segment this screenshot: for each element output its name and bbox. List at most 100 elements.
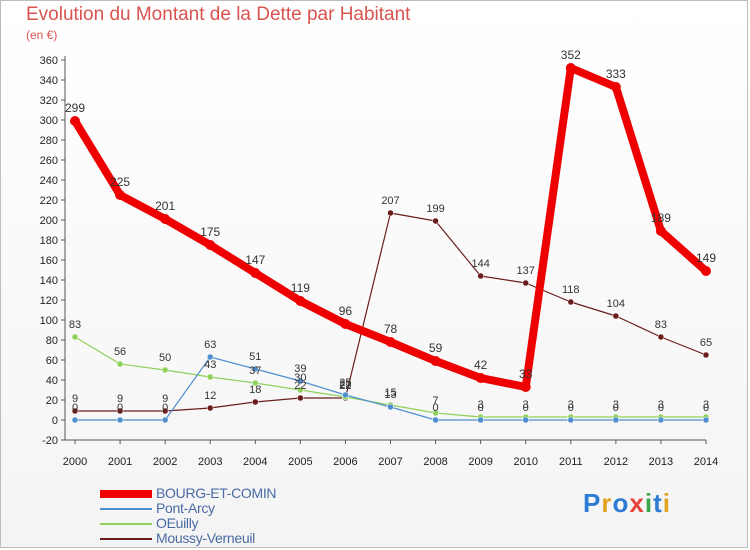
data-label-2: 3 — [703, 399, 709, 411]
x-tick-label: 2014 — [694, 456, 718, 468]
data-point-2 — [432, 409, 439, 417]
data-label-2: 3 — [478, 399, 484, 411]
logo-letter: P — [583, 488, 602, 518]
data-label-2: 3 — [613, 399, 619, 411]
data-point-1 — [297, 377, 304, 385]
data-label-2: 83 — [69, 319, 81, 331]
data-label-2: 7 — [433, 395, 439, 407]
y-tick-label: 240 — [40, 175, 58, 187]
y-tick-label: 280 — [40, 135, 58, 147]
legend-item-pont-arcy[interactable]: Pont-Arcy — [100, 500, 360, 516]
data-label-3: 9 — [72, 393, 78, 405]
data-point-1 — [161, 416, 169, 424]
data-label-1: 0 — [117, 402, 123, 414]
data-label-0: 225 — [110, 175, 130, 189]
logo-letter: t — [653, 488, 663, 518]
data-point-3 — [116, 407, 124, 415]
y-tick-label: 200 — [40, 215, 58, 227]
data-point-3 — [432, 217, 439, 225]
data-label-1: 13 — [384, 389, 396, 401]
data-point-0 — [340, 319, 351, 329]
legend-swatch-bourg — [100, 490, 152, 498]
data-point-1 — [612, 416, 620, 424]
data-label-1: 0 — [162, 402, 168, 414]
x-tick-label: 2013 — [649, 456, 673, 468]
data-point-3 — [387, 209, 394, 217]
legend-item-oeuilly[interactable]: OEuilly — [100, 515, 360, 531]
data-point-0 — [655, 226, 666, 236]
chart-unit: (en €) — [26, 28, 58, 42]
y-tick-label: 20 — [46, 395, 58, 407]
data-point-3 — [71, 407, 79, 415]
data-point-3 — [252, 398, 259, 406]
data-label-1: 51 — [249, 351, 261, 363]
data-point-0 — [385, 337, 396, 347]
y-tick-label: 160 — [40, 255, 58, 267]
data-point-1 — [342, 391, 349, 399]
data-point-1 — [522, 416, 529, 424]
y-tick-label: 220 — [40, 195, 58, 207]
data-label-2: 37 — [249, 365, 261, 377]
data-point-0 — [160, 214, 171, 224]
data-label-0: 299 — [65, 101, 85, 115]
data-label-1: 63 — [204, 339, 216, 351]
x-tick-label: 2004 — [243, 456, 267, 468]
data-label-1: 0 — [568, 402, 574, 414]
logo-letter: r — [601, 488, 613, 518]
y-tick-label: 80 — [46, 335, 58, 347]
data-point-0 — [565, 63, 576, 73]
data-label-1: 0 — [523, 402, 529, 414]
data-point-2 — [116, 360, 124, 368]
data-point-3 — [702, 351, 710, 359]
data-label-0: 175 — [200, 225, 220, 239]
data-point-1 — [71, 416, 79, 424]
x-tick-label: 2005 — [288, 456, 312, 468]
y-tick-label: 120 — [40, 295, 58, 307]
legend-swatch-oeuilly — [100, 523, 152, 525]
y-tick-label: 340 — [40, 75, 58, 87]
data-label-3: 137 — [517, 265, 535, 277]
data-label-2: 56 — [114, 346, 126, 358]
data-label-3: 83 — [655, 319, 667, 331]
data-label-0: 42 — [474, 358, 488, 372]
x-tick-label: 2009 — [468, 456, 492, 468]
x-tick-label: 2008 — [423, 456, 447, 468]
data-point-2 — [252, 379, 259, 387]
x-tick-label: 2006 — [333, 456, 357, 468]
data-point-0 — [115, 190, 126, 200]
legend-label-pont-arcy: Pont-Arcy — [156, 500, 215, 516]
data-label-0: 352 — [561, 48, 581, 62]
data-label-3: 9 — [117, 393, 123, 405]
data-point-3 — [206, 404, 214, 412]
data-label-0: 33 — [519, 367, 533, 381]
data-label-1: 0 — [72, 402, 78, 414]
data-point-1 — [432, 416, 439, 424]
data-point-1 — [702, 416, 710, 424]
data-label-2: 50 — [159, 352, 171, 364]
legend-label-oeuilly: OEuilly — [156, 515, 199, 531]
y-tick-label: 180 — [40, 235, 58, 247]
y-tick-label: 360 — [40, 55, 58, 67]
data-label-2: 3 — [523, 399, 529, 411]
data-point-1 — [206, 353, 214, 361]
data-point-1 — [252, 365, 259, 373]
data-label-2: 15 — [384, 387, 396, 399]
data-label-0: 78 — [384, 322, 398, 336]
x-tick-label: 2001 — [108, 456, 132, 468]
legend-item-bourg[interactable]: BOURG-ET-COMIN — [100, 485, 360, 501]
y-tick-label: 60 — [46, 355, 58, 367]
logo-letter: i — [662, 488, 671, 518]
data-point-0 — [520, 382, 531, 392]
data-point-1 — [387, 403, 394, 411]
data-label-1: 0 — [658, 402, 664, 414]
data-label-2: 23 — [339, 379, 351, 391]
legend-item-moussy[interactable]: Moussy-Verneuil — [100, 530, 360, 546]
data-point-3 — [161, 407, 169, 415]
y-tick-label: -20 — [42, 435, 58, 447]
data-point-2 — [161, 366, 169, 374]
data-label-2: 43 — [204, 359, 216, 371]
data-point-0 — [250, 268, 261, 278]
y-tick-label: 260 — [40, 155, 58, 167]
data-label-1: 0 — [703, 402, 709, 414]
